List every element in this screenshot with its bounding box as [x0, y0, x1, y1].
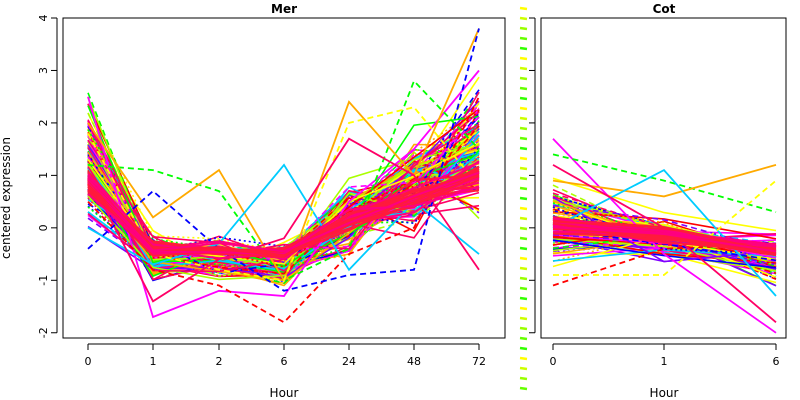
- highlight-series-line: [87, 137, 480, 303]
- separator-dash: [519, 176, 528, 181]
- series-line: [87, 172, 480, 257]
- cot-x-axis-label: Hour: [650, 386, 679, 400]
- y-tick-label: -1: [37, 275, 50, 286]
- separator-dash: [519, 116, 528, 121]
- cot-y-axis: [529, 17, 536, 334]
- separator-dash: [519, 146, 528, 151]
- series-line: [87, 180, 480, 255]
- series-line: [87, 169, 480, 281]
- x-tick-label: 24: [342, 355, 356, 368]
- separator-dash: [519, 306, 528, 311]
- separator-dash: [519, 46, 528, 51]
- x-tick-label: 1: [661, 355, 668, 368]
- highlight-series-line: [552, 153, 777, 213]
- highlight-series-line: [87, 96, 480, 324]
- separator-dash: [519, 206, 528, 211]
- separator-dash: [519, 56, 528, 61]
- separator-dash: [519, 266, 528, 271]
- cot-series-group: [552, 138, 777, 334]
- separator-dash: [519, 76, 528, 81]
- separator-dash: [519, 66, 528, 71]
- separator-dash: [519, 276, 528, 281]
- series-line: [552, 228, 777, 257]
- panel-mer: Mer -2 -1 0 1 2 3 4 0 1 2 6 24 48 72 Hour centered e…: [0, 2, 506, 400]
- y-tick-label: 2: [37, 119, 50, 126]
- separator-dash: [519, 226, 528, 231]
- separator-dash: [519, 26, 528, 31]
- separator-dash: [519, 316, 528, 321]
- separator-dash: [519, 356, 528, 361]
- separator-dash: [519, 106, 528, 111]
- series-line: [552, 239, 777, 269]
- x-tick-label: 6: [281, 355, 288, 368]
- separator-dash: [519, 96, 528, 101]
- series-line: [87, 178, 480, 275]
- x-tick-label: 0: [550, 355, 557, 368]
- series-line: [87, 171, 480, 253]
- series-line: [552, 226, 777, 253]
- y-tick-label: 3: [37, 67, 50, 74]
- separator-dash: [519, 126, 528, 131]
- highlight-series-line: [552, 138, 777, 334]
- separator-dash: [519, 256, 528, 261]
- highlight-series-line: [87, 106, 480, 282]
- mer-x-axis: 0 1 2 6 24 48 72: [85, 343, 486, 368]
- separator-dash: [519, 6, 528, 11]
- panel-cot: Cot 0 1 6 Hour: [529, 2, 787, 400]
- y-tick-label: 4: [37, 15, 50, 22]
- panel-mer-frame: [62, 17, 506, 339]
- y-tick-label: 1: [37, 172, 50, 179]
- y-tick-label: -2: [37, 327, 50, 338]
- separator-dash: [519, 336, 528, 341]
- separator-dash: [519, 366, 528, 371]
- separator-dash: [519, 16, 528, 21]
- separator-dash: [519, 186, 528, 191]
- series-line: [552, 220, 777, 254]
- separator-dash: [519, 196, 528, 201]
- highlight-series-line: [87, 69, 480, 319]
- series-line: [552, 177, 777, 232]
- separator-dash: [519, 236, 528, 241]
- x-tick-label: 2: [216, 355, 223, 368]
- separator-dash: [519, 386, 528, 391]
- y-tick-label: 0: [37, 224, 50, 231]
- separator-dash: [519, 166, 528, 171]
- separator-dash: [519, 246, 528, 251]
- series-line: [87, 104, 480, 262]
- series-line: [552, 204, 777, 252]
- separator-dash: [519, 296, 528, 301]
- mer-x-axis-label: Hour: [270, 386, 299, 400]
- separator-dash: [519, 86, 528, 91]
- x-tick-label: 6: [773, 355, 780, 368]
- separator-dash: [519, 346, 528, 351]
- highlight-series-line: [87, 28, 480, 292]
- highlight-series-line: [553, 179, 777, 276]
- separator-dash: [519, 156, 528, 161]
- x-tick-label: 72: [472, 355, 486, 368]
- x-tick-label: 48: [407, 355, 421, 368]
- series-line: [87, 105, 480, 268]
- panel-separator: [519, 6, 528, 391]
- mer-y-axis: -2 -1 0 1 2 3 4: [37, 15, 58, 338]
- separator-dash: [519, 326, 528, 331]
- x-tick-label: 0: [85, 355, 92, 368]
- separator-dash: [519, 286, 528, 291]
- cot-x-axis: 0 1 6: [550, 343, 780, 368]
- y-axis-label: centered expression: [0, 137, 13, 259]
- separator-dash: [519, 376, 528, 381]
- highlight-series-line: [552, 168, 777, 297]
- separator-dash: [519, 136, 528, 141]
- separator-dash: [519, 216, 528, 221]
- mer-series-group: [87, 28, 480, 324]
- panel-cot-frame: [540, 17, 787, 339]
- panel-cot-title: Cot: [653, 2, 676, 16]
- x-tick-label: 1: [150, 355, 157, 368]
- separator-dash: [519, 36, 528, 41]
- panel-mer-title: Mer: [271, 2, 297, 16]
